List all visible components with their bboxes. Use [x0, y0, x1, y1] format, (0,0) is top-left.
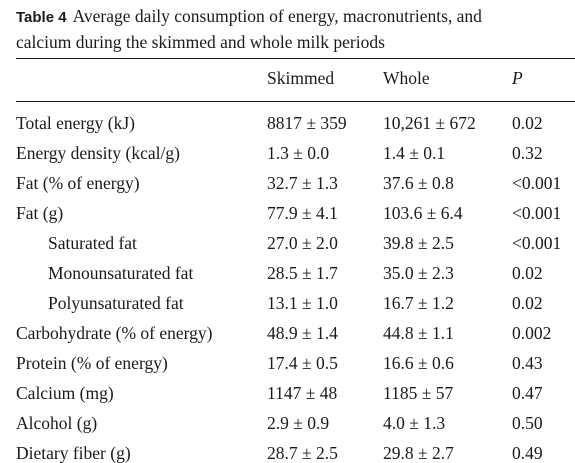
row-label: Monounsaturated fat — [48, 263, 194, 283]
cell-skimmed: 28.5 ± 1.7 — [267, 263, 338, 283]
cell-p-value: 0.02 — [512, 263, 543, 283]
cell-skimmed: 17.4 ± 0.5 — [267, 353, 338, 373]
cell-p-value: 0.47 — [512, 383, 543, 403]
row-label: Fat (% of energy) — [16, 173, 140, 193]
table-number: Table 4 — [16, 9, 67, 26]
row-label: Fat (g) — [16, 203, 64, 223]
row-label: Carbohydrate (% of energy) — [16, 323, 213, 343]
column-header-skimmed: Skimmed — [267, 68, 335, 88]
cell-p-value: 0.02 — [512, 293, 543, 313]
row-label: Dietary fiber (g) — [16, 443, 131, 463]
cell-whole: 16.6 ± 0.6 — [383, 353, 454, 373]
cell-whole: 39.8 ± 2.5 — [383, 233, 454, 253]
cell-skimmed: 28.7 ± 2.5 — [267, 443, 338, 463]
cell-whole: 4.0 ± 1.3 — [383, 413, 446, 433]
cell-whole: 10,261 ± 672 — [383, 113, 476, 133]
row-label: Total energy (kJ) — [16, 113, 135, 133]
cell-p-value: <0.001 — [512, 203, 562, 223]
row-label: Energy density (kcal/g) — [16, 143, 180, 163]
cell-p-value: 0.002 — [512, 323, 552, 343]
top-rule — [16, 58, 575, 59]
cell-whole: 103.6 ± 6.4 — [383, 203, 463, 223]
cell-p-value: 0.50 — [512, 413, 543, 433]
cell-skimmed: 2.9 ± 0.9 — [267, 413, 330, 433]
row-label: Polyunsaturated fat — [48, 293, 184, 313]
cell-skimmed: 8817 ± 359 — [267, 113, 347, 133]
cell-skimmed: 13.1 ± 1.0 — [267, 293, 338, 313]
cell-whole: 44.8 ± 1.1 — [383, 323, 454, 343]
row-label: Saturated fat — [48, 233, 137, 253]
cell-p-value: 0.49 — [512, 443, 543, 463]
cell-p-value: <0.001 — [512, 173, 562, 193]
column-header-whole: Whole — [383, 68, 430, 88]
column-header-p: P — [512, 68, 523, 88]
cell-skimmed: 27.0 ± 2.0 — [267, 233, 338, 253]
caption-line-1: Average daily consumption of energy, mac… — [72, 6, 482, 26]
table-caption: Table 4 Average daily consumption of ener… — [16, 4, 575, 54]
row-label: Alcohol (g) — [16, 413, 98, 433]
cell-p-value: 0.32 — [512, 143, 543, 163]
cell-whole: 1185 ± 57 — [383, 383, 454, 403]
cell-whole: 35.0 ± 2.3 — [383, 263, 454, 283]
cell-whole: 16.7 ± 1.2 — [383, 293, 454, 313]
cell-whole: 29.8 ± 2.7 — [383, 443, 454, 463]
cell-skimmed: 48.9 ± 1.4 — [267, 323, 338, 343]
cell-p-value: 0.43 — [512, 353, 543, 373]
cell-skimmed: 77.9 ± 4.1 — [267, 203, 338, 223]
cell-p-value: <0.001 — [512, 233, 562, 253]
cell-skimmed: 1.3 ± 0.0 — [267, 143, 330, 163]
row-label: Calcium (mg) — [16, 383, 114, 403]
cell-whole: 1.4 ± 0.1 — [383, 143, 446, 163]
row-label: Protein (% of energy) — [16, 353, 168, 373]
caption-line-2: calcium during the skimmed and whole mil… — [16, 32, 385, 52]
header-rule — [16, 101, 575, 102]
cell-skimmed: 1147 ± 48 — [267, 383, 338, 403]
cell-skimmed: 32.7 ± 1.3 — [267, 173, 338, 193]
cell-p-value: 0.02 — [512, 113, 543, 133]
cell-whole: 37.6 ± 0.8 — [383, 173, 454, 193]
